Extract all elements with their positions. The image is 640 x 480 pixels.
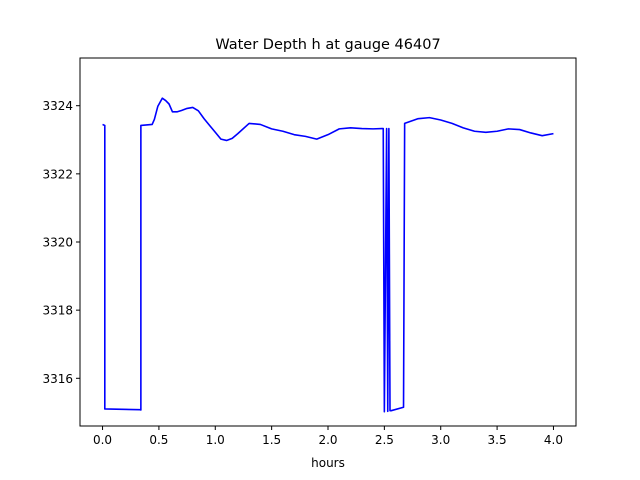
x-tick-label: 3.0 [431, 433, 450, 447]
y-axis: 3316 3318 3320 3322 3324 [42, 99, 80, 386]
x-axis: 0.0 0.5 1.0 1.5 2.0 2.5 3.0 3.5 4.0 [93, 426, 563, 447]
series-line-0 [102, 97, 554, 413]
y-tick-label: 3324 [42, 99, 73, 113]
x-tick-label: 0.0 [93, 433, 112, 447]
chart-title: Water Depth h at gauge 46407 [215, 37, 440, 53]
x-tick-label: 1.0 [206, 433, 225, 447]
y-tick-label: 3320 [42, 236, 73, 250]
x-axis-label: hours [311, 456, 345, 470]
x-tick-label: 1.5 [262, 433, 281, 447]
x-tick-label: 3.5 [488, 433, 507, 447]
y-tick-label: 3322 [42, 167, 73, 181]
x-tick-label: 2.5 [375, 433, 394, 447]
x-tick-label: 0.5 [149, 433, 168, 447]
plot-background [80, 58, 576, 426]
y-tick-label: 3318 [42, 304, 73, 318]
y-tick-label: 3316 [42, 372, 73, 386]
x-tick-label: 4.0 [544, 433, 563, 447]
plot-area [79, 57, 577, 427]
x-tick-label: 2.0 [318, 433, 337, 447]
